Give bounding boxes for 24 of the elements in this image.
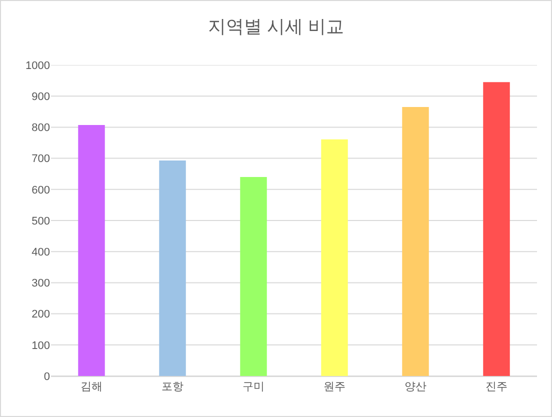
y-tick-label: 800 bbox=[32, 122, 50, 134]
y-tick-label: 900 bbox=[32, 90, 50, 103]
chart-title: 지역별 시세 비교 bbox=[208, 16, 344, 36]
x-tick-label: 진주 bbox=[486, 381, 508, 394]
y-tick-label: 0 bbox=[44, 370, 50, 383]
bar bbox=[483, 82, 510, 376]
y-tick-label: 300 bbox=[32, 278, 50, 290]
x-tick-label: 양산 bbox=[404, 381, 426, 394]
y-tick-label: 500 bbox=[32, 215, 50, 228]
y-tick-label: 400 bbox=[32, 246, 50, 258]
y-tick-label: 100 bbox=[32, 340, 50, 352]
y-tick-label: 700 bbox=[32, 153, 50, 166]
x-tick-label: 포항 bbox=[162, 381, 184, 394]
bar bbox=[159, 160, 186, 376]
bar bbox=[78, 125, 105, 376]
y-tick-label: 600 bbox=[32, 184, 50, 196]
y-tick-label: 1000 bbox=[26, 60, 50, 72]
x-tick-label: 구미 bbox=[242, 381, 264, 394]
y-tick-label: 200 bbox=[32, 308, 50, 321]
bar bbox=[402, 106, 429, 376]
bar bbox=[321, 139, 348, 376]
x-tick-label: 원주 bbox=[324, 381, 346, 394]
x-tick-label: 김해 bbox=[80, 381, 102, 394]
bar bbox=[240, 176, 267, 376]
